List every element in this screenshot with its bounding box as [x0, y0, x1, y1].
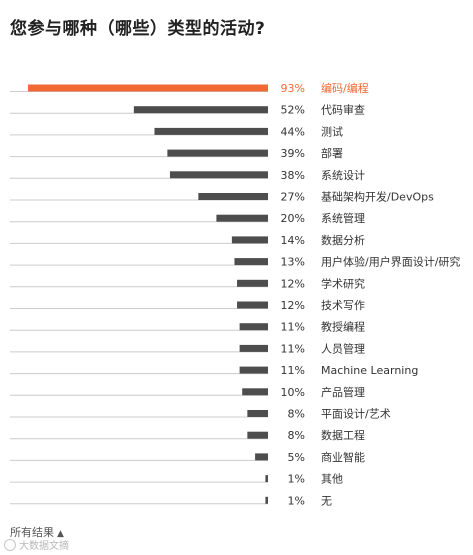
bar-value-label: 12%	[281, 277, 305, 290]
bar-value-label: 20%	[281, 212, 305, 225]
all-results-label: 所有结果	[10, 526, 54, 539]
bar-value-label: 10%	[281, 386, 305, 399]
watermark: 大数据文摘	[4, 537, 69, 552]
bar-value-label: 11%	[281, 364, 305, 377]
bar-category-label: Machine Learning	[321, 364, 418, 377]
bar-value-label: 8%	[288, 429, 305, 442]
bar-value-label: 1%	[288, 494, 305, 507]
bar-value-label: 27%	[281, 191, 305, 204]
bar	[234, 258, 268, 266]
bar-value-label: 11%	[281, 321, 305, 334]
bar-value-label: 1%	[288, 473, 305, 486]
bar-category-label: 产品管理	[321, 385, 365, 399]
bar-value-label: 38%	[281, 169, 305, 182]
bar	[216, 214, 268, 222]
bar	[247, 431, 268, 439]
bar	[133, 106, 268, 114]
bar	[247, 410, 268, 417]
bar	[255, 453, 268, 461]
bar	[239, 323, 268, 331]
bar-category-label: 技术写作	[321, 299, 365, 312]
watermark-text: 大数据文摘	[19, 541, 69, 552]
bar	[265, 496, 268, 504]
bar-category-label: 代码审查	[321, 103, 365, 117]
caret-up-icon: ▲	[57, 529, 64, 539]
bar-category-label: 系统管理	[321, 211, 365, 225]
bar	[237, 279, 268, 287]
bar-value-label: 14%	[281, 234, 305, 247]
weibo-icon	[4, 539, 16, 551]
bar-value-label: 12%	[281, 299, 305, 312]
bar-value-label: 8%	[288, 408, 305, 421]
bar	[169, 171, 268, 179]
bar-category-label: 其他	[321, 473, 343, 486]
bar	[231, 236, 268, 244]
bar	[167, 149, 268, 157]
bar-value-label: 93%	[281, 82, 305, 95]
bar	[239, 366, 268, 374]
all-results-toggle[interactable]: 所有结果 ▲	[10, 524, 64, 540]
bar	[239, 344, 268, 352]
bar	[237, 301, 268, 309]
bar-value-label: 44%	[281, 125, 305, 138]
bar	[28, 84, 269, 92]
bar-value-label: 13%	[281, 256, 305, 269]
bar-category-label: 教授编程	[321, 320, 365, 334]
bar-category-label: 平面设计/艺术	[321, 408, 391, 421]
bar-category-label: 数据工程	[321, 428, 365, 442]
bar-value-label: 11%	[281, 342, 305, 355]
bar-category-label: 部署	[321, 146, 343, 160]
bar-category-label: 系统设计	[321, 169, 365, 182]
bar	[242, 388, 268, 396]
bar-value-label: 52%	[281, 104, 305, 117]
bar	[198, 193, 268, 200]
bar-category-label: 测试	[321, 125, 343, 138]
bar-category-label: 人员管理	[321, 341, 365, 355]
bar-value-label: 39%	[281, 147, 305, 160]
bar-category-label: 学术研究	[321, 276, 365, 290]
bar-category-label: 数据分析	[321, 233, 365, 247]
bar	[265, 475, 268, 483]
bar-value-label: 5%	[288, 451, 305, 464]
bar	[154, 127, 268, 135]
chart-title: 您参与哪种（哪些）类型的活动?	[10, 19, 266, 39]
bar-chart: 93% 编码/编程 52% 代码审查 44% 测试 39% 部署 38% 系统设计 27% 基础架构开…	[10, 81, 460, 507]
bar-category-label: 用户体验/用户界面设计/研究	[321, 255, 460, 269]
bar-category-label: 编码/编程	[321, 81, 369, 95]
bar-category-label: 基础架构开发/DevOps	[321, 190, 434, 204]
bar-category-label: 无	[321, 494, 332, 507]
bar-category-label: 商业智能	[321, 450, 365, 464]
